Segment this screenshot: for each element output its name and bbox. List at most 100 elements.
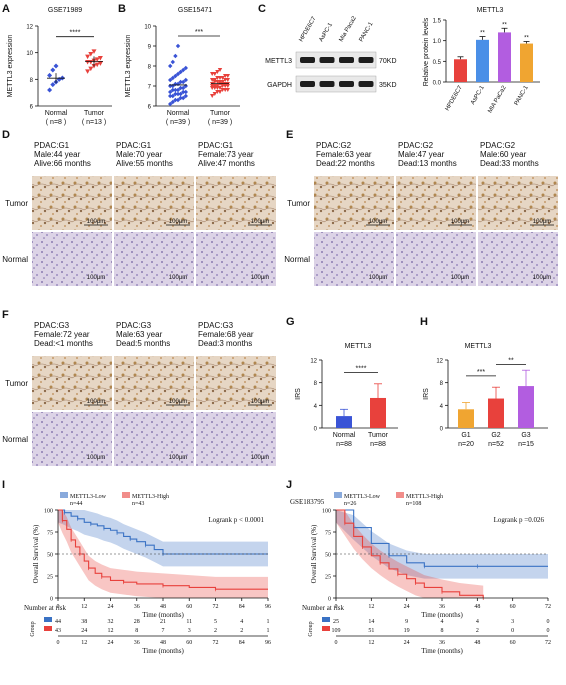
panelJ-risk-high: 0 (511, 628, 514, 634)
panelA-ytick-label: 8 (30, 78, 34, 84)
panelC-lane-label: Mia Paca2 (339, 15, 359, 43)
panelI-xtick-label: 84 (239, 604, 245, 610)
panelC-mw-label: 35KD (379, 82, 397, 89)
panelI-risk-high: 2 (240, 628, 243, 634)
panelI-risk-low: 44 (55, 619, 61, 625)
panelI-risk-high: 8 (135, 628, 138, 634)
panelB-point (225, 88, 230, 92)
histo-scale-label: 100μm (169, 399, 187, 405)
panelI-risk-xtick: 0 (57, 640, 60, 646)
panelG-ytick-label: 12 (310, 359, 317, 365)
histo-scale-label: 100μm (369, 275, 387, 281)
panelJ-risk-high: 51 (368, 628, 374, 634)
panelH-xtick-label: G2 (491, 432, 500, 439)
panelA-sig: **** (70, 30, 81, 37)
panelB-point (173, 97, 178, 103)
histo-E-normal-image (478, 232, 558, 286)
histo-scale-label: 100μm (251, 399, 269, 405)
panelC-band (300, 81, 315, 87)
panelG-ylabel: IRS (295, 388, 302, 400)
panelB-ylabel: METTL3 expression (125, 35, 132, 98)
panelJ-group-label: Group (308, 621, 314, 636)
panelC-ytick-label: 1.5 (433, 19, 442, 25)
histo-D-label: PDAC:G1 (198, 141, 234, 150)
panelJ-xtick-label: 60 (510, 604, 516, 610)
panelI-risk-high: 7 (162, 628, 165, 634)
panelJ-risk-title: Number at risk (302, 604, 344, 612)
panelI-ytick-label: 100 (44, 509, 53, 515)
panelJ-legend-label: METTL3-High (406, 494, 443, 500)
panelI-risk-swatch-low (44, 617, 52, 622)
panelI-risk-low: 4 (240, 619, 243, 625)
panelB-ytick-label: 7 (148, 85, 152, 91)
panelI-legend-swatch (122, 492, 130, 498)
panelJ-risk-low: 4 (441, 619, 444, 625)
panelI-risk-title: Number at risk (24, 604, 66, 612)
panelI-legend-n: n=44 (70, 501, 82, 507)
panelA-xtick-label: Tumor (84, 110, 105, 117)
panelJ-logrank: Logrank p =0.026 (494, 516, 545, 524)
histo-E-label: Male:47 year (398, 150, 445, 159)
panelB-point (181, 67, 186, 73)
panelA-ytick-label: 6 (30, 105, 34, 111)
panelC-band (339, 57, 354, 63)
panel-letter-B: B (118, 3, 126, 15)
panelA-point (50, 67, 56, 73)
histo-D-label: Alive:66 months (34, 159, 91, 168)
panelB-point (217, 86, 223, 90)
panel-letter-C: C (258, 3, 266, 15)
panelB-point (175, 71, 181, 77)
panelJ-xtick-label: 72 (545, 604, 551, 610)
histo-D-label: PDAC:G1 (34, 141, 70, 150)
panelC-bar (454, 59, 467, 82)
histo-D-tumor-image (32, 176, 112, 230)
panelJ-ytick-label: 25 (325, 575, 331, 581)
histo-D-label: Alive:55 months (116, 159, 173, 168)
panelI-risk-low: 21 (160, 619, 166, 625)
panelA-ytick-label: 10 (26, 51, 33, 57)
histo-D-tumor-image (196, 176, 276, 230)
panelB-point (212, 92, 217, 96)
panelJ-legend-n: n=108 (406, 501, 421, 507)
panelB-point (181, 79, 186, 85)
histo-scale-label: 100μm (533, 219, 551, 225)
panelI-xlabel: Time (months) (142, 611, 184, 619)
histo-D-label: Male:44 year (34, 150, 81, 159)
panelC-lane-label: HPDE6C7 (299, 15, 318, 43)
panelJ-risk-xlabel: Time (months) (421, 647, 463, 655)
panelJ-xtick-label: 12 (368, 604, 374, 610)
histo-scale-label: 100μm (87, 455, 105, 461)
panelI-xtick-label: 96 (265, 604, 271, 610)
panelB-ytick-label: 8 (148, 65, 152, 71)
panelH-title: METTL3 (465, 343, 492, 350)
histo-scale-label: 100μm (87, 399, 105, 405)
panelG-ytick-label: 8 (314, 381, 318, 387)
panelC-band (358, 57, 374, 63)
panelJ-risk-xtick: 0 (335, 640, 338, 646)
panelB-point (183, 93, 188, 99)
panelI-legend-swatch (60, 492, 68, 498)
panel-letter-A: A (2, 3, 10, 15)
panelI-ci-band (58, 510, 268, 567)
panelA-title: GSE71989 (48, 7, 82, 14)
histo-scale-label: 100μm (451, 219, 469, 225)
panelA-point (97, 61, 103, 66)
panel-letter-D: D (2, 129, 10, 141)
histo-D-label: Alive:47 months (198, 159, 255, 168)
panelI-risk-low: 5 (214, 619, 217, 625)
panelB-point (173, 73, 178, 79)
panelH-bar (488, 398, 504, 428)
panelC-blot-strip (295, 75, 377, 93)
panelC-sig: ** (524, 35, 529, 41)
panelB-point (170, 93, 175, 99)
panelB-point (210, 94, 215, 98)
panelI-risk-low: 1 (267, 619, 270, 625)
panelA-point (47, 87, 53, 93)
panelC-xtick-label: AsPC-1 (470, 84, 486, 105)
panelB-point (173, 87, 178, 93)
panelH-ytick-label: 0 (440, 427, 444, 433)
panelA-xtick-label: Normal (45, 110, 68, 117)
panelI-xtick-label: 0 (57, 604, 60, 610)
panelJ-risk-xtick: 72 (545, 640, 551, 646)
panelA-point (85, 69, 91, 74)
